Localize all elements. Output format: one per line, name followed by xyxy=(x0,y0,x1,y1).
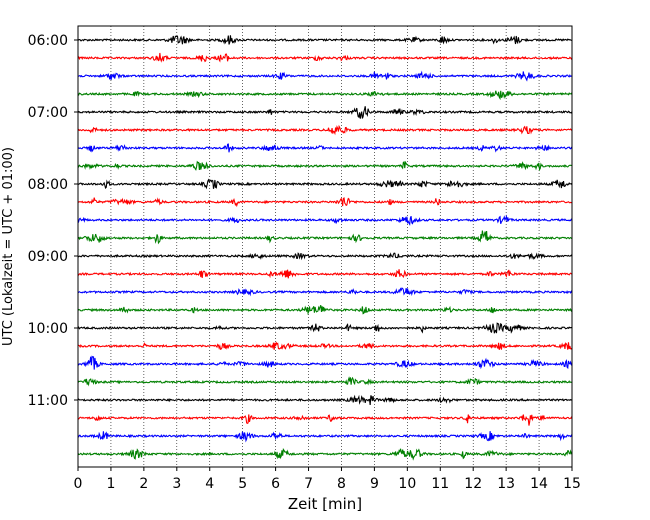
y-tick-label: 07:00 xyxy=(28,105,68,121)
x-tick-label: 7 xyxy=(304,476,313,492)
x-tick-label: 4 xyxy=(205,476,214,492)
plot-frame xyxy=(77,25,573,468)
x-tick-label: 10 xyxy=(398,476,416,492)
trace-1015 xyxy=(77,341,573,351)
trace-1000 xyxy=(77,322,573,334)
trace-0730 xyxy=(77,143,573,153)
trace-1100 xyxy=(77,394,573,405)
trace-0630 xyxy=(77,70,573,82)
y-axis-ticks: 06:00 07:00 08:00 09:00 10:00 11:00 xyxy=(28,33,78,409)
trace-1130 xyxy=(77,431,573,443)
y-tick-label: 08:00 xyxy=(28,177,68,193)
trace-0800 xyxy=(77,178,573,190)
trace-0930 xyxy=(77,287,573,297)
y-axis-label: UTC (Lokalzeit = UTC + 01:00) xyxy=(1,147,16,346)
trace-0715 xyxy=(77,124,573,136)
trace-0915 xyxy=(77,269,573,279)
trace-0830 xyxy=(77,214,573,226)
trace-1030 xyxy=(77,355,573,370)
x-tick-label: 12 xyxy=(464,476,482,492)
trace-1145 xyxy=(77,447,573,461)
trace-0700 xyxy=(77,106,573,119)
x-tick-label: 13 xyxy=(497,476,515,492)
trace-0815 xyxy=(77,197,573,208)
x-tick-label: 15 xyxy=(563,476,581,492)
trace-0745 xyxy=(77,160,573,172)
x-axis-ticks: 0 1 2 3 4 5 6 7 8 9 10 11 12 13 14 15 xyxy=(74,467,581,492)
x-tick-label: 3 xyxy=(172,476,181,492)
trace-0900 xyxy=(77,252,573,261)
trace-0845 xyxy=(77,230,573,245)
x-tick-label: 5 xyxy=(238,476,247,492)
x-tick-label: 0 xyxy=(74,476,83,492)
trace-1045 xyxy=(77,376,573,387)
x-tick-label: 1 xyxy=(106,476,115,492)
trace-0645 xyxy=(77,90,573,101)
x-tick-label: 11 xyxy=(431,476,449,492)
x-tick-label: 9 xyxy=(370,476,379,492)
trace-0945 xyxy=(77,304,573,316)
y-tick-label: 11:00 xyxy=(28,393,68,409)
x-tick-label: 14 xyxy=(530,476,548,492)
x-axis-label: Zeit [min] xyxy=(288,495,362,513)
trace-1115 xyxy=(78,414,573,426)
y-tick-label: 10:00 xyxy=(28,321,68,337)
trace-0615 xyxy=(77,52,573,63)
x-tick-label: 6 xyxy=(271,476,280,492)
seismic-traces xyxy=(77,35,573,461)
trace-0600 xyxy=(77,35,573,45)
y-tick-label: 09:00 xyxy=(28,249,68,265)
y-tick-label: 06:00 xyxy=(28,33,68,49)
x-tick-label: 2 xyxy=(139,476,148,492)
x-tick-label: 8 xyxy=(337,476,346,492)
